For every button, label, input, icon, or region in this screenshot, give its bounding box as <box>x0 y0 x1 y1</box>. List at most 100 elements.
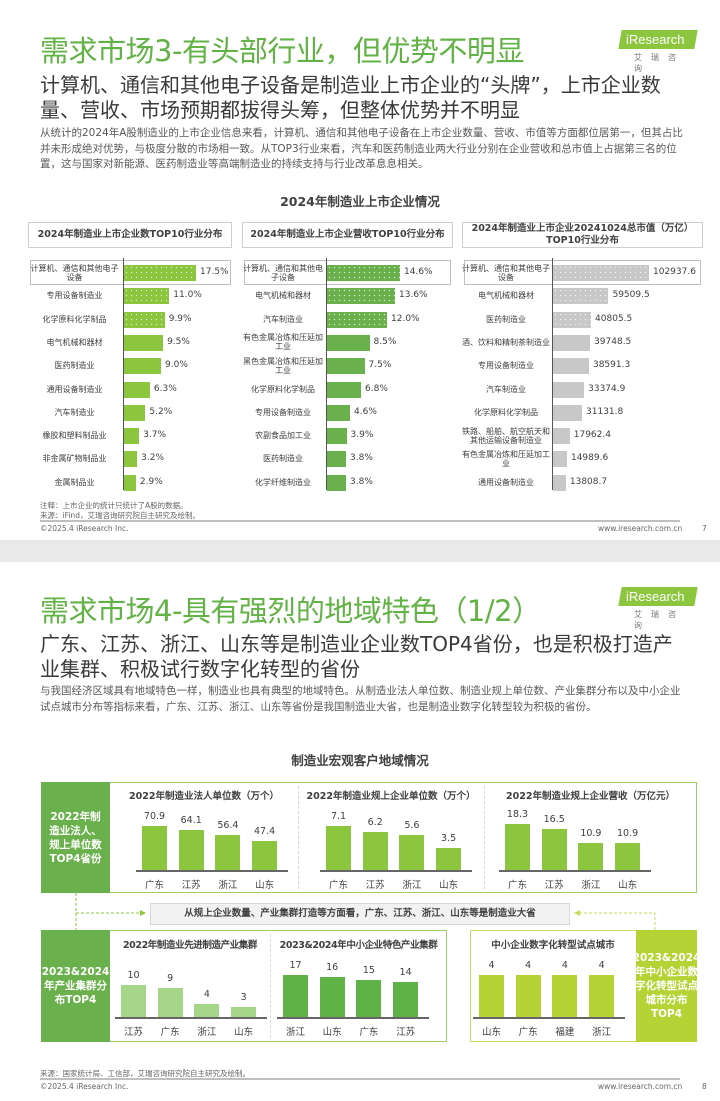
chart-advanced-clusters: 2022年制造业先进制造产业集群 10 江苏 9 广东 4 浙江 3 山东 <box>110 930 270 1042</box>
category-label: 通用设备制造业 <box>478 477 534 487</box>
bar-row: 铁路、船舶、航空航天和其他运输设备制造业 17962.4 <box>462 424 703 447</box>
chart-legal-entities: 2022年制造业法人单位数（万个） 70.9 广东 64.1 江苏 56.4 浙江 47.4 山… <box>110 782 298 893</box>
bar <box>142 826 167 870</box>
bar <box>553 311 592 328</box>
bar <box>327 404 350 421</box>
chart-title: 制造业宏观客户地域情况 <box>291 753 429 768</box>
category-label: 铁路、船舶、航空航天和其他运输设备制造业 <box>462 426 550 445</box>
bar <box>327 265 400 281</box>
value-label: 6.3% <box>153 383 177 394</box>
bar-row: 通用设备制造业 13808.7 <box>462 471 703 494</box>
value-label: 4 <box>525 960 532 971</box>
category-label: 浙江 <box>402 880 422 891</box>
value-label: 40805.5 <box>595 313 633 324</box>
bar-row: 通用设备制造业 6.3% <box>28 378 233 401</box>
bar-row: 农副食品加工业 3.9% <box>242 424 453 447</box>
iresearch-logo: iResearch 艾瑞咨询 <box>618 30 700 74</box>
category-label: 计算机、通信和其他电子设备 <box>30 263 119 282</box>
axis-line <box>326 258 327 490</box>
category-label: 江苏 <box>123 1027 143 1038</box>
bar-row: 有色金属冶炼和压延加工业 8.5% <box>242 331 453 354</box>
chart-title: 2022年制造业法人单位数（万个） <box>129 791 279 802</box>
category-label: 浙江 <box>581 880 601 891</box>
value-label: 59509.5 <box>612 290 650 301</box>
value-label: 6.8% <box>365 383 388 394</box>
value-label: 12.0% <box>391 313 420 324</box>
axis-line <box>123 258 124 490</box>
copyright: ©2025.4 iResearch Inc. <box>40 1082 129 1091</box>
bar <box>505 824 530 870</box>
bar-row: 汽车制造业 5.2% <box>28 401 233 424</box>
bar <box>252 840 278 870</box>
bar <box>515 975 541 1017</box>
category-label: 广东 <box>518 1027 538 1038</box>
value-label: 47.4 <box>254 825 276 837</box>
bar <box>124 428 140 445</box>
summary-banner: 从规上企业数量、产业集群打造等方面看，广东、江苏、浙江、山东等是制造业大省 <box>150 903 570 925</box>
chart-above-scale-units: 2022年制造业规上企业单位数（万个） 7.1 广东 6.2 江苏 5.6 浙江 3.5 山东 <box>298 782 484 893</box>
slide-body: 从统计的2024年A股制造业的上市企业信息来看，计算机、通信和其他电子设备在上市… <box>40 127 683 170</box>
slide-7: 需求市场3-有头部行业，但优势不明显 iResearch 艾瑞咨询 计算机、通信… <box>0 0 720 540</box>
value-label: 8.5% <box>373 336 397 347</box>
bar <box>578 842 604 870</box>
axis-line <box>320 870 472 872</box>
category-label: 山东 <box>234 1027 254 1038</box>
bar <box>124 474 136 491</box>
bar-row: 专用设备制造业 4.6% <box>242 401 453 424</box>
bar <box>553 381 585 398</box>
value-label: 4 <box>488 960 495 971</box>
category-label: 汽车制造业 <box>263 314 303 324</box>
chart-above-scale-revenue: 2022年制造业规上企业营收（万亿元） 18.3 广东 16.5 江苏 10.9 浙江 10.… <box>484 782 697 893</box>
category-label: 浙江 <box>592 1027 612 1038</box>
value-label: 14 <box>399 967 412 979</box>
value-label: 2.9% <box>139 476 163 487</box>
website-link[interactable]: www.iresearch.com.cn <box>598 1082 683 1091</box>
category-label: 江苏 <box>544 880 564 891</box>
bar <box>553 474 566 491</box>
value-label: 4 <box>598 960 605 971</box>
bar-row: 化学原料化学制品 9.9% <box>28 308 233 331</box>
chart-title: 2022年制造业规上企业营收（万亿元） <box>506 791 675 802</box>
chart-pilot-cities: 中小企业数字化转型试点城市 4 山东 4 广东 4 福建 4 浙江 <box>470 930 636 1042</box>
category-label: 计算机、通信和其他电子设备 <box>462 263 550 282</box>
bar <box>326 826 351 870</box>
value-label: 10.9 <box>580 827 602 839</box>
panel-header-market-cap: 2024年制造业上市企业20241024总市值（万亿）TOP10行业分布 <box>462 222 703 248</box>
bar-row: 化学纤维制造业 3.8% <box>242 471 453 494</box>
value-label: 16.5 <box>543 813 565 825</box>
category-label: 金属制品业 <box>54 477 95 487</box>
top-row-highlight <box>464 260 701 285</box>
label-top4-units: 2022年制造业法人、规上单位数TOP4省份 <box>41 782 110 893</box>
bar <box>399 835 425 870</box>
category-label: 专用设备制造业 <box>255 407 311 417</box>
website-link[interactable]: www.iresearch.com.cn <box>598 524 683 533</box>
value-label: 5.6 <box>404 820 420 832</box>
bar <box>231 1007 257 1017</box>
bar-row: 医药制造业 3.8% <box>242 447 453 470</box>
chart-revenue-top10: 计算机、通信和其他电子设备 14.6% 电气机械和器材 13.6% 汽车制造业 12.0%… <box>242 258 453 491</box>
bar <box>178 830 204 870</box>
bar-row: 化学原料化学制品 6.8% <box>242 378 453 401</box>
axis-line <box>277 1017 429 1019</box>
category-label: 浙江 <box>218 880 238 891</box>
label-cluster-top4: 2023&2024年产业集群分布TOP4 <box>41 930 110 1042</box>
bar-row: 黑色金属冶炼和压延加工业 7.5% <box>242 354 453 377</box>
bar <box>356 979 382 1017</box>
bar <box>553 428 570 445</box>
bar-row: 化学原料化学制品 31131.8 <box>462 401 703 424</box>
iresearch-logo: iResearch 艾瑞咨询 <box>618 587 700 631</box>
note: 注释：上市企业的统计只统计了A股的数据。 <box>40 501 188 510</box>
value-label: 56.4 <box>217 819 239 831</box>
category-label: 医药制造业 <box>263 454 303 464</box>
bar <box>124 451 138 468</box>
value-label: 3.7% <box>143 430 167 441</box>
footer-divider <box>40 1078 680 1080</box>
bar <box>553 334 591 351</box>
bar <box>553 288 609 305</box>
bar <box>124 381 150 398</box>
value-label: 3.8% <box>350 476 373 487</box>
bar-row: 酒、饮料和精制茶制造业 39748.5 <box>462 331 703 354</box>
chart-title: 2023&2024年中小企业特色产业集群 <box>279 940 438 951</box>
bar <box>327 288 395 305</box>
bar <box>327 381 361 398</box>
